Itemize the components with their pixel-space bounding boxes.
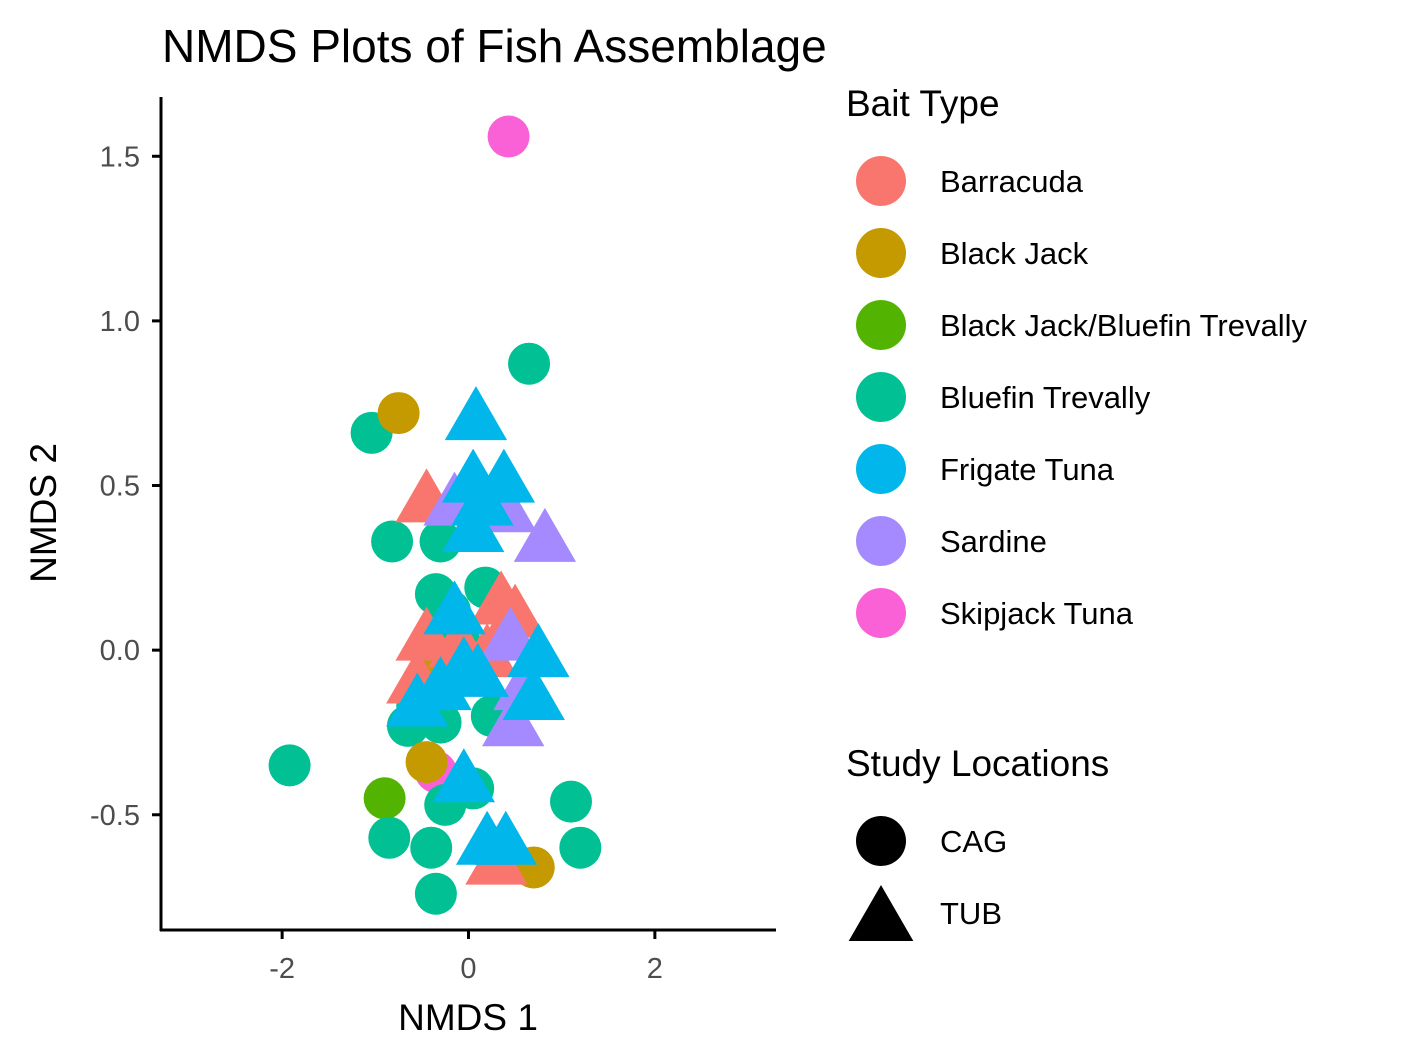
point-tub-54 bbox=[432, 748, 496, 803]
shape-legend-label-1: TUB bbox=[940, 896, 1002, 931]
point-cag-3 bbox=[487, 115, 530, 158]
x-tick-label-0: -2 bbox=[269, 953, 295, 985]
y-tick-label-3: 1.0 bbox=[100, 306, 140, 338]
shape-legend-label-0: CAG bbox=[940, 824, 1007, 859]
point-tub-31 bbox=[513, 507, 577, 562]
legend-label-5: Sardine bbox=[940, 524, 1047, 559]
legend-key-6 bbox=[856, 588, 906, 638]
legend: Bait Type Barracuda Black Jack Black Jack/… bbox=[846, 83, 1307, 941]
point-cag-21 bbox=[550, 780, 592, 823]
legend-label-1: Black Jack bbox=[940, 236, 1089, 271]
point-cag-22 bbox=[368, 816, 411, 859]
y-tick-label-0: -0.5 bbox=[90, 800, 140, 832]
point-cag-24 bbox=[559, 826, 602, 869]
legend-key-2 bbox=[856, 300, 906, 350]
color-legend-items: Barracuda Black Jack Black Jack/Bluefin Tr… bbox=[856, 156, 1307, 638]
shape-key-0 bbox=[856, 816, 906, 866]
point-tub-46 bbox=[441, 498, 505, 553]
shape-legend-items: CAG TUB bbox=[848, 816, 1007, 941]
point-tub-53 bbox=[502, 665, 565, 720]
legend-key-4 bbox=[856, 444, 906, 494]
y-axis-title: NMDS 2 bbox=[23, 443, 64, 583]
y-tick-label-2: 0.5 bbox=[100, 471, 140, 503]
legend-key-3 bbox=[856, 372, 906, 422]
legend-label-0: Barracuda bbox=[940, 164, 1084, 199]
legend-key-1 bbox=[856, 228, 906, 278]
chart-title: NMDS Plots of Fish Assemblage bbox=[162, 20, 827, 72]
point-tub-50 bbox=[446, 642, 509, 697]
point-cag-19 bbox=[363, 777, 406, 820]
point-cag-2 bbox=[508, 342, 551, 385]
shape-legend-title: Study Locations bbox=[846, 743, 1109, 784]
x-tick-label-1: 0 bbox=[460, 953, 476, 985]
legend-key-5 bbox=[856, 516, 906, 566]
point-tub-47 bbox=[423, 580, 486, 635]
legend-label-2: Black Jack/Bluefin Trevally bbox=[940, 308, 1307, 343]
point-tub-48 bbox=[507, 623, 570, 678]
point-cag-23 bbox=[410, 826, 453, 869]
shape-key-1 bbox=[848, 885, 914, 941]
x-axis-title: NMDS 1 bbox=[398, 997, 538, 1038]
point-cag-17 bbox=[405, 741, 448, 784]
point-cag-4 bbox=[371, 520, 414, 563]
point-cag-1 bbox=[377, 392, 420, 435]
point-tub-33 bbox=[483, 583, 547, 638]
y-tick-label-1: 0.0 bbox=[100, 635, 140, 667]
legend-key-0 bbox=[856, 156, 906, 206]
x-axis-ticks: -2 0 2 bbox=[269, 930, 663, 985]
point-cag-15 bbox=[268, 744, 311, 787]
point-cag-27 bbox=[414, 872, 457, 915]
plot-points bbox=[268, 115, 602, 915]
point-tub-56 bbox=[474, 810, 537, 865]
point-tub-52 bbox=[386, 672, 449, 727]
x-tick-label-2: 2 bbox=[647, 953, 663, 985]
legend-label-3: Bluefin Trevally bbox=[940, 380, 1151, 415]
legend-label-4: Frigate Tuna bbox=[940, 452, 1115, 487]
color-legend-title: Bait Type bbox=[846, 83, 1000, 124]
legend-label-6: Skipjack Tuna bbox=[940, 596, 1134, 631]
y-axis-ticks: -0.5 0.0 0.5 1.0 1.5 bbox=[90, 141, 161, 832]
y-tick-label-4: 1.5 bbox=[100, 141, 140, 173]
point-tub-42 bbox=[444, 386, 508, 441]
